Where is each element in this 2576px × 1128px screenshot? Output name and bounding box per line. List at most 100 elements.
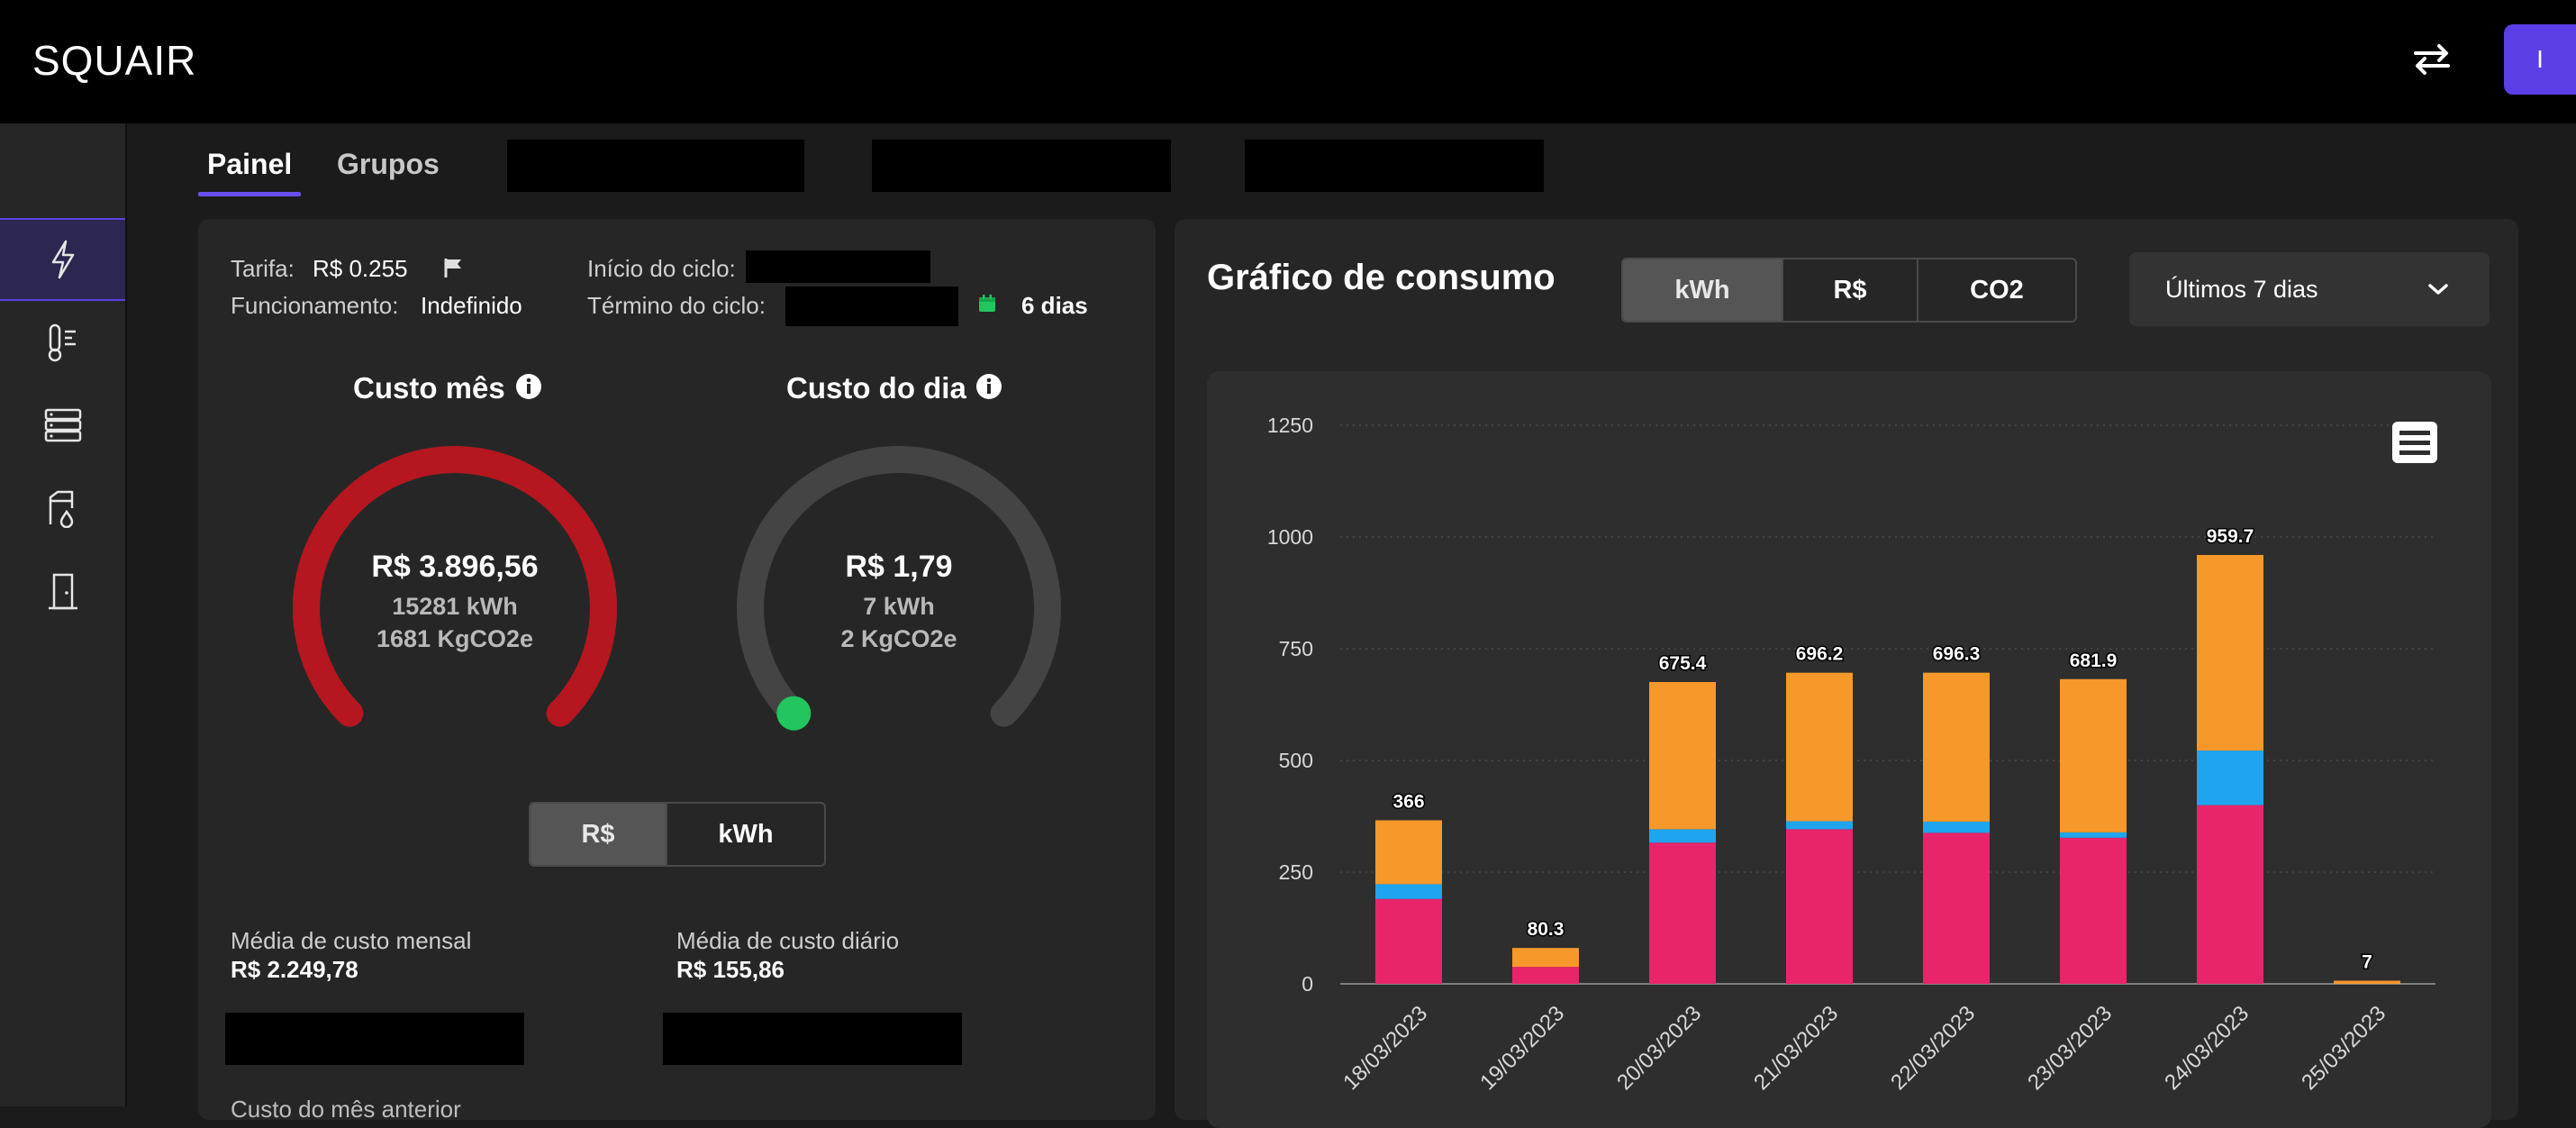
data-label: 696.2	[1796, 644, 1844, 665]
month-cost-title: Custo mês	[353, 371, 505, 405]
data-label: 696.3	[1933, 644, 1981, 665]
data-label: 80.3	[1528, 919, 1565, 940]
redacted-value	[785, 287, 958, 326]
redacted-tab[interactable]	[872, 140, 1171, 192]
x-tick-label: 23/03/2023	[2023, 1001, 2117, 1095]
x-tick-label: 25/03/2023	[2297, 1001, 2390, 1095]
bar-segment	[1375, 820, 1442, 885]
day-cost-info-icon[interactable]	[975, 373, 1002, 404]
thermometer-icon	[48, 323, 76, 362]
door-icon	[48, 573, 77, 610]
y-tick-label: 750	[1279, 637, 1313, 660]
day-cost-value: R$ 1,79	[845, 550, 953, 584]
gauge-unit-toggle: R$ kWh	[529, 802, 826, 867]
daily-average-label: Média de custo diário	[676, 927, 900, 954]
y-tick-label: 500	[1279, 749, 1313, 772]
swap-arrows-icon	[2414, 44, 2450, 75]
bar-segment	[1923, 672, 1990, 822]
day-co2-value: 2 KgCO2e	[840, 625, 957, 652]
tab-grupos[interactable]: Grupos	[337, 148, 440, 180]
lightning-icon	[51, 240, 74, 279]
monthly-average-label: Média de custo mensal	[231, 927, 472, 954]
bar-segment	[1512, 967, 1579, 984]
redacted-value	[663, 1013, 962, 1065]
termino-ciclo-label: Término do ciclo:	[587, 292, 766, 319]
bar-segment	[2060, 678, 2127, 832]
water-tank-icon	[49, 490, 73, 528]
chart-title: Gráfico de consumo	[1207, 258, 1556, 297]
y-tick-label: 0	[1302, 972, 1313, 996]
bar-segment	[1512, 948, 1579, 968]
chart-area: 0 250 500 750 1000 1250 366 18/03/2023 80.3 19/03…	[1207, 371, 2491, 1128]
bar-segment	[1649, 842, 1716, 984]
active-tab-indicator	[198, 192, 301, 196]
chart-menu-icon[interactable]	[2392, 422, 2437, 463]
funcionamento-label: Funcionamento:	[231, 292, 399, 319]
app-logo[interactable]: SQUAIR	[32, 37, 197, 84]
bar-segment	[1923, 832, 1990, 984]
day-cost-title: Custo do dia	[786, 371, 966, 405]
chart-unit-brl[interactable]: R$	[1782, 259, 1917, 321]
bar-segment	[2060, 837, 2127, 984]
redacted-value	[746, 250, 930, 283]
data-label: 959.7	[2207, 526, 2254, 547]
period-select-value: Últimos 7 dias	[2165, 275, 2318, 303]
sidebar-item-temperature[interactable]	[0, 301, 125, 384]
month-cost-value: R$ 3.896,56	[371, 550, 539, 584]
summary-panel	[198, 219, 1156, 1120]
bar-segment	[1786, 821, 1853, 830]
tarifa-value: R$ 0.255	[313, 255, 408, 282]
previous-month-cost-label: Custo do mês anterior	[231, 1096, 461, 1123]
redacted-tab[interactable]	[507, 140, 804, 192]
bar-segment	[2060, 832, 2127, 838]
y-tick-label: 1000	[1267, 525, 1313, 549]
day-cost-gauge	[737, 446, 1061, 731]
switch-account-button[interactable]	[2405, 34, 2459, 85]
bar-segment	[1786, 672, 1853, 822]
monthly-average-value: R$ 2.249,78	[231, 956, 358, 983]
top-bar	[0, 0, 2576, 123]
unit-option-brl[interactable]: R$	[531, 804, 666, 865]
x-tick-label: 22/03/2023	[1886, 1001, 1980, 1095]
bar-segment	[1649, 829, 1716, 843]
server-rack-icon	[44, 408, 81, 442]
bar-segment	[1375, 898, 1442, 984]
month-cost-gauge	[293, 446, 617, 727]
bar-segment	[2334, 982, 2400, 984]
flag-icon[interactable]	[441, 256, 465, 283]
bar-segment	[1786, 829, 1853, 984]
chart-unit-co2[interactable]: CO2	[1917, 259, 2075, 321]
month-energy-value: 15281 kWh	[392, 593, 518, 620]
period-select[interactable]: Últimos 7 dias	[2129, 252, 2490, 326]
data-label: 7	[2362, 952, 2372, 973]
unit-option-kwh[interactable]: kWh	[666, 804, 824, 865]
redacted-value	[225, 1013, 524, 1065]
sidebar-item-servers[interactable]	[0, 384, 125, 467]
chart-unit-toggle: kWh R$ CO2	[1621, 258, 2077, 323]
y-tick-label: 250	[1279, 860, 1313, 884]
sidebar-item-door[interactable]	[0, 550, 125, 632]
consumption-bar-chart: 0 250 500 750 1000 1250 366 18/03/2023 80.3 19/03…	[1267, 414, 2435, 1095]
inicio-ciclo-label: Início do ciclo:	[587, 255, 736, 282]
tab-painel[interactable]: Painel	[207, 148, 293, 180]
x-tick-label: 20/03/2023	[1612, 1001, 1706, 1095]
bar-segment	[1649, 682, 1716, 830]
bar-segment	[2197, 805, 2263, 984]
sidebar-item-water[interactable]	[0, 467, 125, 550]
month-cost-info-icon[interactable]	[515, 373, 542, 404]
redacted-tab[interactable]	[1245, 140, 1544, 192]
bar-segment	[1375, 884, 1442, 899]
chart-unit-kwh[interactable]: kWh	[1623, 259, 1782, 321]
user-avatar-button[interactable]: I	[2504, 24, 2576, 95]
x-tick-label: 24/03/2023	[2160, 1001, 2254, 1095]
sidebar	[0, 123, 127, 1106]
sidebar-item-energy[interactable]	[0, 218, 125, 301]
x-tick-label: 18/03/2023	[1338, 1001, 1432, 1095]
data-label: 681.9	[2070, 650, 2118, 671]
x-tick-label: 21/03/2023	[1749, 1001, 1843, 1095]
data-label: 366	[1392, 791, 1424, 812]
month-co2-value: 1681 KgCO2e	[376, 625, 534, 652]
data-label: 675.4	[1659, 653, 1707, 674]
tarifa-label: Tarifa:	[231, 255, 295, 282]
x-tick-label: 19/03/2023	[1475, 1001, 1569, 1095]
